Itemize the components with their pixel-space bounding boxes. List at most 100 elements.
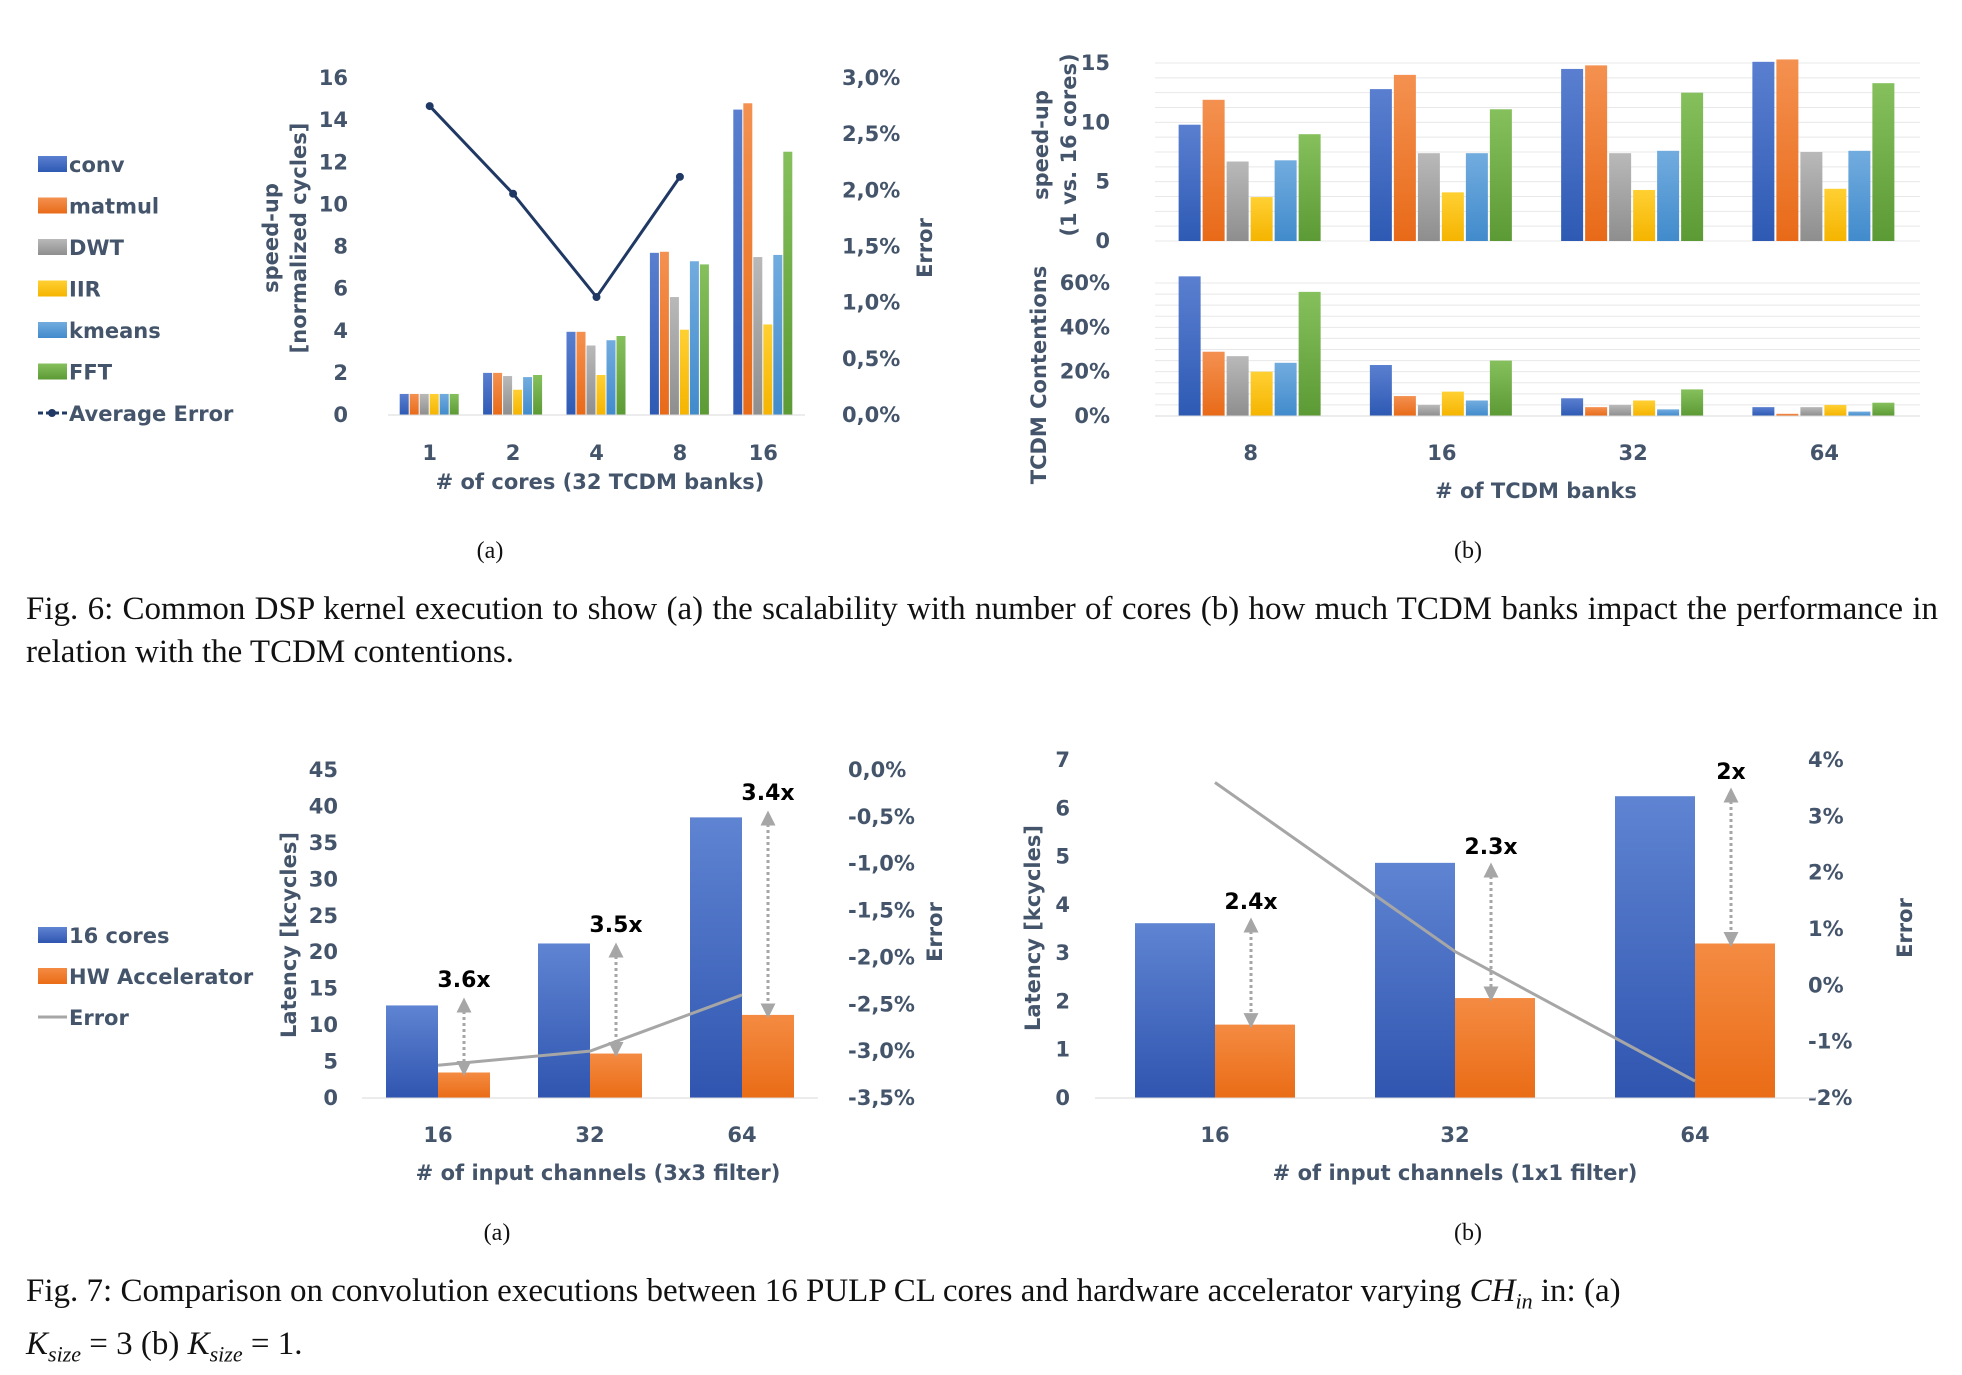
y-tick-label: 15 xyxy=(1081,51,1110,75)
y2-tick-label: -3,5% xyxy=(848,1086,915,1110)
bar-hw-accelerator xyxy=(1695,943,1775,1098)
speedup-label: 3.4x xyxy=(741,781,794,806)
bar-kmeans xyxy=(1848,411,1871,416)
y2-tick-label: -2,5% xyxy=(848,992,915,1016)
x-tick-label: 16 xyxy=(749,441,778,465)
bar-matmul xyxy=(743,103,753,416)
bar-conv xyxy=(399,393,409,415)
y-axis-title: TCDM Contentions xyxy=(1027,266,1051,485)
bar-kmeans xyxy=(523,377,533,415)
bar-iir xyxy=(1824,404,1847,416)
y-tick-label: 16 xyxy=(319,66,348,90)
x-tick-label: 32 xyxy=(1619,441,1648,465)
y-tick-label: 5 xyxy=(1055,845,1070,869)
fig7-caption-ch: CHin xyxy=(1469,1273,1533,1314)
bar-conv xyxy=(1561,68,1584,241)
bar-dwt xyxy=(1417,153,1440,241)
legend-line-marker xyxy=(48,409,56,417)
fig7-caption-eq3: = 3 (b) xyxy=(81,1325,188,1362)
bar-iir xyxy=(1250,197,1273,241)
bar-kmeans xyxy=(1465,400,1488,416)
y2-tick-label: 2% xyxy=(1808,861,1844,885)
bar-kmeans xyxy=(1657,150,1680,241)
chart-fig7b: 0 1 2 3 4 5 6 7 -2% -1% 0% 1% 2% 3% 4% 16 2.4x 32 2.3x 64 2x… xyxy=(1021,748,1917,1185)
y2-tick-label: -3,0% xyxy=(848,1039,915,1063)
legend-swatch xyxy=(38,239,67,255)
y2-tick-label: -2% xyxy=(1808,1086,1852,1110)
bar-conv xyxy=(733,109,743,415)
average-error-line xyxy=(428,105,682,300)
error-line xyxy=(1214,781,1696,1083)
y-tick-label: 40% xyxy=(1060,315,1110,339)
y-tick-label: 0 xyxy=(1055,1086,1070,1110)
y-tick-label: 10 xyxy=(1081,110,1110,134)
y-tick-label: 20 xyxy=(309,940,338,964)
bar-iir xyxy=(1441,391,1464,416)
bar-conv xyxy=(1752,61,1775,242)
bar-fft xyxy=(1298,134,1321,241)
x-tick-label: 8 xyxy=(673,441,688,465)
chart-fig6a: 02468101214160,0%0,5%1,0%1,5%2,0%2,5%3,0… xyxy=(38,66,937,494)
bar-conv xyxy=(566,331,576,415)
bar-kmeans xyxy=(439,393,449,415)
bar-iir xyxy=(1633,400,1656,416)
bar-iir xyxy=(513,389,523,415)
bar-conv xyxy=(483,372,493,415)
bar-matmul xyxy=(659,251,669,415)
fig7-caption-mid: in: (a) xyxy=(1532,1273,1621,1309)
fig6b-sublabel: (b) xyxy=(1454,538,1482,564)
bar-fft xyxy=(1681,389,1704,416)
y-tick-label: 0 xyxy=(333,403,348,427)
bar-kmeans xyxy=(1657,409,1680,416)
x-tick-label: 8 xyxy=(1243,441,1258,465)
bar-hw-accelerator xyxy=(1455,998,1535,1098)
bar-16-cores xyxy=(538,943,590,1098)
bar-16-cores xyxy=(1135,923,1215,1098)
bar-fft xyxy=(1489,109,1512,241)
y-tick-label: 6 xyxy=(1055,796,1070,820)
bar-matmul xyxy=(1202,99,1225,241)
bar-fft xyxy=(449,393,459,415)
y-axis-title: Latency [kcycles] xyxy=(1021,825,1045,1031)
bar-dwt xyxy=(1800,407,1823,416)
y2-tick-label: -2,0% xyxy=(848,945,915,969)
y2-tick-label: -1% xyxy=(1808,1030,1852,1054)
y-tick-label: 10 xyxy=(309,1013,338,1037)
y-tick-label: 60% xyxy=(1060,271,1110,295)
bar-16-cores xyxy=(1375,862,1455,1098)
bar-16-cores xyxy=(386,1005,438,1098)
fig7-caption-k2: Ksize xyxy=(187,1325,243,1367)
bar-conv xyxy=(1178,124,1201,241)
y-tick-label: 0 xyxy=(1095,229,1110,253)
speedup-label: 2x xyxy=(1716,760,1746,785)
average-error-point xyxy=(425,102,434,111)
y2-tick-label: 0,0% xyxy=(842,403,900,427)
x-tick-label: 16 xyxy=(1200,1123,1229,1147)
x-tick-label: 64 xyxy=(1810,441,1839,465)
x-tick-label: 64 xyxy=(1680,1123,1709,1147)
bar-hw-accelerator xyxy=(590,1053,642,1098)
bar-dwt xyxy=(1226,161,1249,241)
bar-matmul xyxy=(1393,396,1416,416)
fig6-caption: Fig. 6: Common DSP kernel execution to s… xyxy=(26,588,1938,674)
speedup-label: 2.3x xyxy=(1464,835,1517,860)
speedup-label: 2.4x xyxy=(1224,890,1277,915)
x-tick-label: 1 xyxy=(422,441,437,465)
bar-conv xyxy=(1369,365,1392,416)
legend-label: HW Accelerator xyxy=(69,965,254,989)
bar-kmeans xyxy=(1465,153,1488,241)
bar-iir xyxy=(1824,188,1847,241)
y2-tick-label: 4% xyxy=(1808,748,1844,772)
bar-iir xyxy=(1633,189,1656,241)
y-tick-label: 40 xyxy=(309,794,338,818)
x-tick-label: 32 xyxy=(1440,1123,1469,1147)
y-tick-label: 5 xyxy=(1095,170,1110,194)
y2-axis-title: Error xyxy=(1893,897,1917,957)
bar-matmul xyxy=(1393,74,1416,241)
bar-dwt xyxy=(1417,404,1440,416)
bar-dwt xyxy=(753,257,763,415)
bar-conv xyxy=(1752,407,1775,416)
bar-dwt xyxy=(1609,404,1632,416)
bar-fft xyxy=(1872,402,1895,416)
